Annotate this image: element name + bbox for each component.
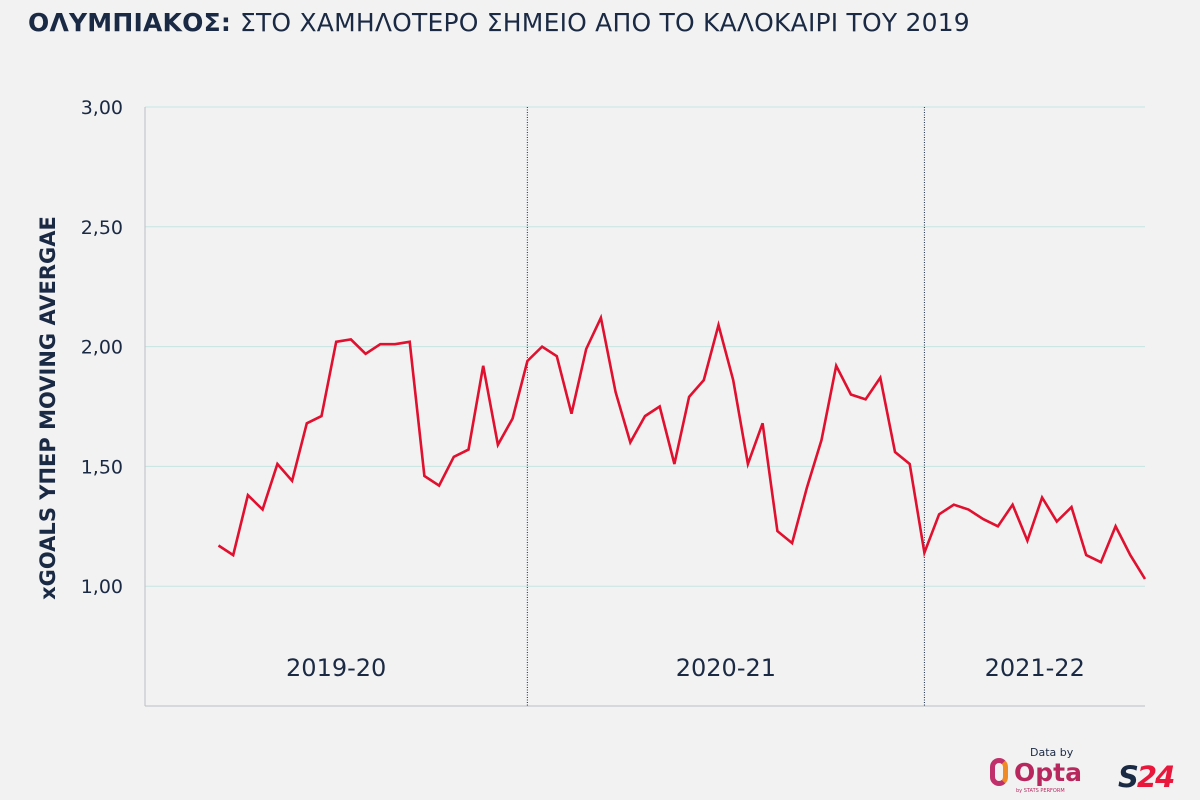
opta-logo: Opta by STATS PERFORM <box>990 757 1082 794</box>
season-label: 2020-21 <box>676 654 776 682</box>
season-label: 2019-20 <box>286 654 386 682</box>
chart-title: ΟΛΥΜΠΙΑΚΟΣ: ΣΤΟ ΧΑΜΗΛΟΤΕΡΟ ΣΗΜΕΙΟ ΑΠΟ ΤΟ… <box>28 8 970 37</box>
season-label: 2021-22 <box>985 654 1085 682</box>
opta-wordmark: Opta <box>1014 757 1082 787</box>
data-by-label: Data by <box>1030 746 1074 759</box>
y-tick-label: 1,00 <box>81 576 123 598</box>
s24-logo: S24 <box>1118 760 1175 794</box>
opta-ring-icon <box>990 758 1008 786</box>
title-text: ΣΤΟ ΧΑΜΗΛΟΤΕΡΟ ΣΗΜΕΙΟ ΑΠΟ ΤΟ ΚΑΛΟΚΑΙΡΙ Τ… <box>239 8 970 37</box>
y-tick-label: 3,00 <box>81 97 123 119</box>
y-tick-label: 1,50 <box>81 456 123 478</box>
y-tick-label: 2,00 <box>81 337 123 359</box>
y-tick-label: 2,50 <box>81 217 123 239</box>
series-line <box>217 313 1147 580</box>
title-team: ΟΛΥΜΠΙΑΚΟΣ: <box>28 8 232 37</box>
opta-subtitle: by STATS PERFORM <box>1016 788 1065 794</box>
